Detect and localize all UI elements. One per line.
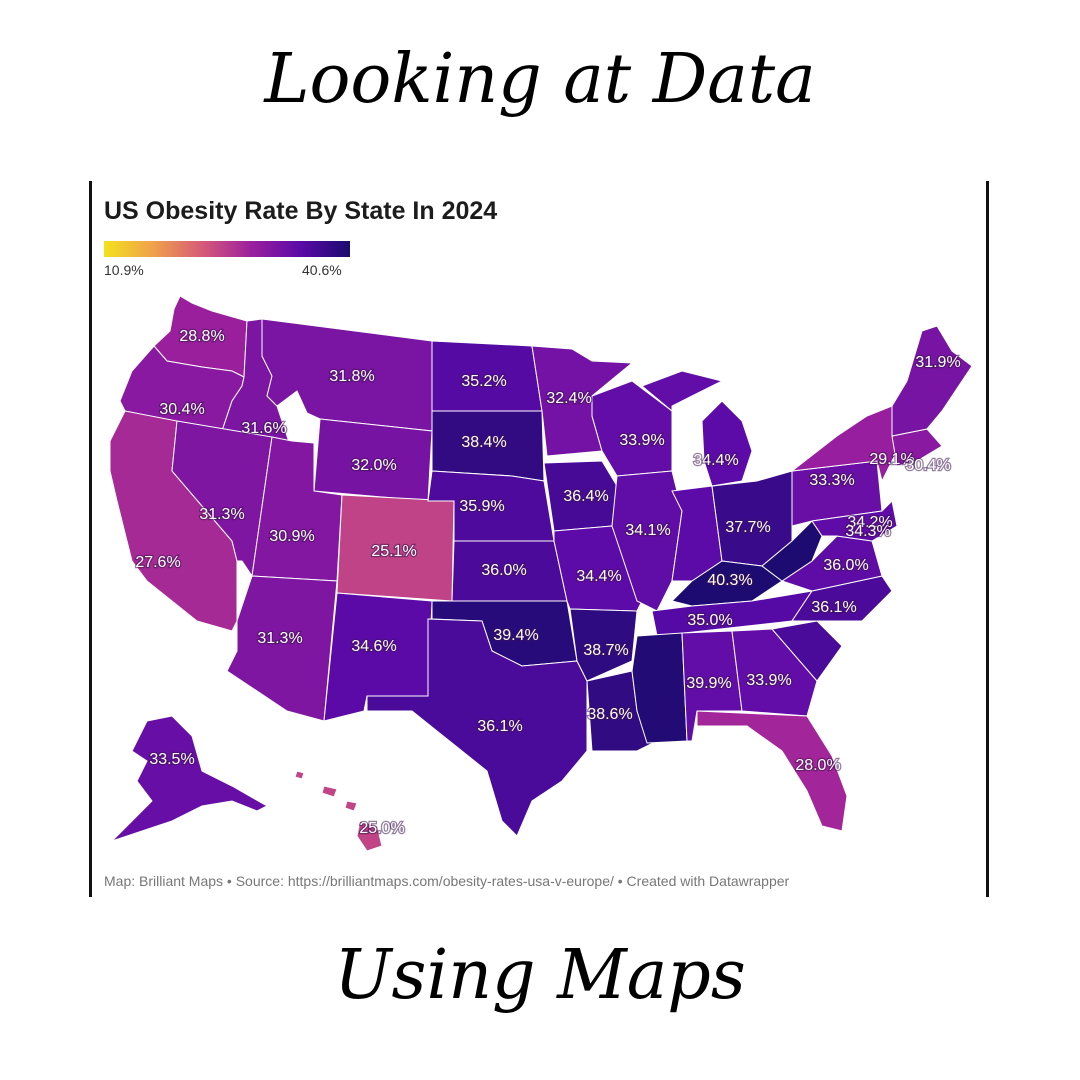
state-value-label: 29.1% [869, 451, 914, 468]
state-value-label: 36.1% [477, 718, 522, 735]
state-value-label: 27.6% [135, 554, 180, 571]
headline-top: Looking at Data [264, 40, 816, 119]
state-value-label: 25.1% [371, 543, 416, 560]
state-value-label: 34.2% [847, 514, 892, 531]
state-value-label: 39.4% [493, 627, 538, 644]
state-value-label: 31.3% [257, 630, 302, 647]
state-texas [366, 618, 588, 837]
state-value-label: 36.0% [481, 562, 526, 579]
state-illinois [611, 470, 683, 612]
state-arkansas [569, 608, 638, 682]
state-value-label: 33.5% [149, 751, 194, 768]
state-value-label: 34.4% [693, 452, 738, 469]
map-title: US Obesity Rate By State In 2024 [104, 197, 498, 225]
state-value-label: 31.9% [915, 354, 960, 371]
state-value-label: 33.3% [809, 472, 854, 489]
color-legend-bar [104, 241, 350, 257]
state-value-label: 31.3% [199, 506, 244, 523]
state-value-label: 34.3% [845, 523, 890, 540]
state-michigan [641, 370, 724, 413]
state-hawaii-island-3 [344, 800, 358, 812]
state-value-label: 36.1% [811, 599, 856, 616]
state-hawaii-big-island [356, 820, 383, 852]
state-value-label: 37.7% [725, 519, 770, 536]
legend-min-label: 10.9% [104, 262, 144, 278]
state-maryland-nj [811, 499, 898, 542]
state-alaska [111, 715, 269, 842]
state-florida [696, 710, 848, 832]
state-value-label: 30.4% [159, 401, 204, 418]
state-value-label: 38.4% [461, 434, 506, 451]
state-value-label: 32.4% [546, 390, 591, 407]
state-value-label: 28.8% [179, 328, 224, 345]
state-hawaii-island-2 [321, 785, 338, 798]
state-value-label: 39.9% [686, 675, 731, 692]
state-value-label: 35.2% [461, 373, 506, 390]
state-maine [891, 325, 973, 437]
state-value-label: 30.4% [905, 457, 950, 474]
state-georgia [731, 628, 818, 717]
state-value-label: 32.0% [351, 457, 396, 474]
state-arizona [226, 575, 338, 722]
state-value-label: 36.4% [563, 488, 608, 505]
map-credit: Map: Brilliant Maps • Source: https://br… [104, 873, 790, 889]
state-value-label: 35.0% [687, 612, 732, 629]
state-value-label: 33.9% [619, 432, 664, 449]
state-value-label: 30.9% [269, 528, 314, 545]
state-value-label: 34.4% [576, 568, 621, 585]
state-value-label: 38.7% [583, 642, 628, 659]
frame-right-border [986, 181, 989, 897]
state-value-label: 35.9% [459, 498, 504, 515]
map-panel: US Obesity Rate By State In 2024 10.9% 4… [92, 181, 986, 897]
state-value-label: 33.9% [746, 672, 791, 689]
state-south-carolina [771, 620, 843, 682]
frame-left-border [89, 181, 92, 897]
state-value-label: 34.6% [351, 638, 396, 655]
legend-max-label: 40.6% [302, 262, 342, 278]
headline-bottom: Using Maps [334, 936, 746, 1015]
state-value-label: 34.1% [625, 522, 670, 539]
state-value-labels: 28.8% 30.4% 27.6% 31.8% 31.6% 32.0% 31.3% 30.9%… [134, 327, 962, 839]
state-value-label: 31.6% [241, 420, 286, 437]
state-value-label: 25.0% [359, 820, 404, 837]
state-value-label: 38.6% [587, 706, 632, 723]
state-value-label: 28.0% [795, 757, 840, 774]
state-value-label: 36.0% [823, 557, 868, 574]
state-hawaii [294, 770, 305, 780]
us-choropleth-map: 28.8% 30.4% 27.6% 31.8% 31.6% 32.0% 31.3% 30.9%… [109, 295, 973, 852]
state-michigan-lower [701, 400, 753, 487]
state-value-label: 31.8% [329, 368, 374, 385]
state-value-label: 40.3% [707, 572, 752, 589]
